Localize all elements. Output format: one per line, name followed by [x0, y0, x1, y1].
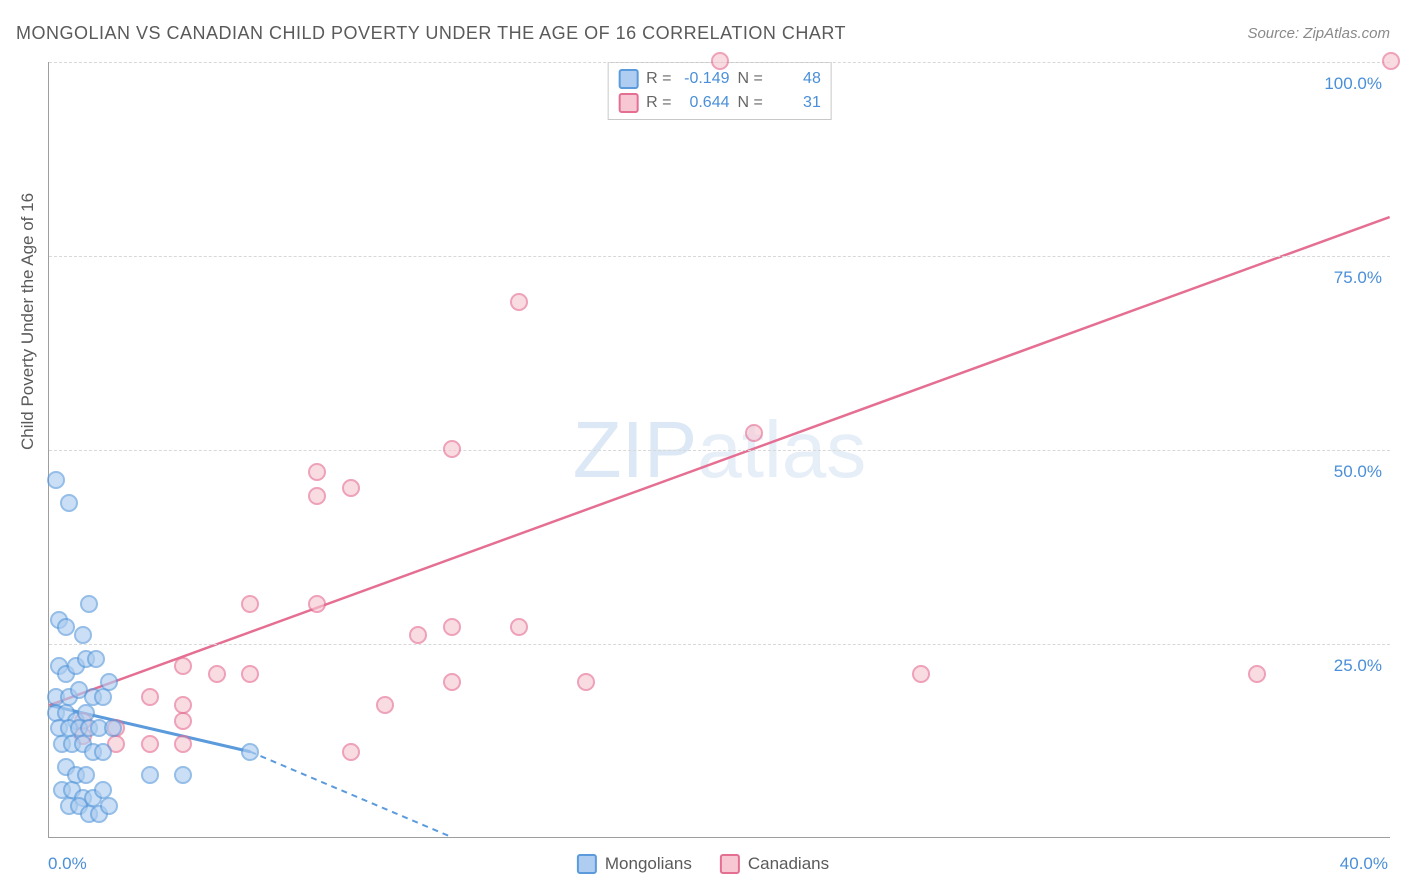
plot-area: ZIPatlas R = -0.149 N = 48 R = 0.644 N =…	[48, 62, 1390, 838]
legend-label-canadians: Canadians	[748, 854, 829, 874]
chart-title: MONGOLIAN VS CANADIAN CHILD POVERTY UNDE…	[16, 23, 846, 44]
data-point-mongolians	[94, 743, 112, 761]
data-point-mongolians	[74, 626, 92, 644]
stats-row-canadians: R = 0.644 N = 31	[616, 91, 823, 115]
data-point-canadians	[711, 52, 729, 70]
data-point-mongolians	[60, 494, 78, 512]
x-tick-max: 40.0%	[1340, 854, 1388, 874]
gridline	[49, 450, 1390, 451]
stats-row-mongolians: R = -0.149 N = 48	[616, 67, 823, 91]
data-point-mongolians	[94, 688, 112, 706]
data-point-canadians	[342, 479, 360, 497]
gridline	[49, 256, 1390, 257]
watermark-light: atlas	[697, 405, 866, 494]
data-point-canadians	[141, 735, 159, 753]
data-point-canadians	[510, 293, 528, 311]
y-tick-label: 50.0%	[1334, 462, 1382, 482]
y-tick-label: 100.0%	[1324, 74, 1382, 94]
n-label: N =	[738, 70, 763, 88]
data-point-canadians	[241, 665, 259, 683]
data-point-canadians	[577, 673, 595, 691]
data-point-canadians	[443, 618, 461, 636]
source-attribution: Source: ZipAtlas.com	[1247, 25, 1390, 42]
data-point-mongolians	[47, 471, 65, 489]
x-tick-min: 0.0%	[48, 854, 87, 874]
data-point-canadians	[443, 440, 461, 458]
n-value-mongolians: 48	[771, 70, 821, 88]
legend-label-mongolians: Mongolians	[605, 854, 692, 874]
swatch-mongolians	[618, 69, 638, 89]
data-point-canadians	[308, 463, 326, 481]
data-point-canadians	[443, 673, 461, 691]
data-point-canadians	[1248, 665, 1266, 683]
data-point-canadians	[409, 626, 427, 644]
r-label: R =	[646, 70, 671, 88]
legend-item-mongolians: Mongolians	[577, 854, 692, 874]
data-point-canadians	[342, 743, 360, 761]
data-point-canadians	[241, 595, 259, 613]
data-point-canadians	[141, 688, 159, 706]
data-point-canadians	[376, 696, 394, 714]
data-point-canadians	[174, 657, 192, 675]
chart-header: MONGOLIAN VS CANADIAN CHILD POVERTY UNDE…	[16, 18, 1390, 48]
correlation-stats-box: R = -0.149 N = 48 R = 0.644 N = 31	[607, 62, 832, 120]
data-point-canadians	[208, 665, 226, 683]
data-point-canadians	[308, 595, 326, 613]
n-label: N =	[738, 94, 763, 112]
data-point-mongolians	[174, 766, 192, 784]
data-point-mongolians	[80, 595, 98, 613]
legend-swatch-mongolians	[577, 854, 597, 874]
legend: Mongolians Canadians	[577, 854, 829, 874]
legend-item-canadians: Canadians	[720, 854, 829, 874]
data-point-canadians	[1382, 52, 1400, 70]
y-tick-label: 75.0%	[1334, 268, 1382, 288]
data-point-mongolians	[100, 797, 118, 815]
data-point-mongolians	[57, 618, 75, 636]
y-tick-label: 25.0%	[1334, 656, 1382, 676]
data-point-canadians	[510, 618, 528, 636]
data-point-canadians	[174, 712, 192, 730]
r-label: R =	[646, 94, 671, 112]
gridline	[49, 644, 1390, 645]
n-value-canadians: 31	[771, 94, 821, 112]
watermark-bold: ZIP	[573, 405, 697, 494]
data-point-mongolians	[77, 766, 95, 784]
data-point-canadians	[745, 424, 763, 442]
data-point-mongolians	[241, 743, 259, 761]
data-point-canadians	[308, 487, 326, 505]
y-axis-label: Child Poverty Under the Age of 16	[18, 193, 38, 450]
data-point-mongolians	[104, 719, 122, 737]
data-point-canadians	[912, 665, 930, 683]
data-point-mongolians	[141, 766, 159, 784]
swatch-canadians	[618, 93, 638, 113]
r-value-canadians: 0.644	[680, 94, 730, 112]
legend-swatch-canadians	[720, 854, 740, 874]
data-point-mongolians	[87, 650, 105, 668]
r-value-mongolians: -0.149	[680, 70, 730, 88]
data-point-canadians	[174, 735, 192, 753]
